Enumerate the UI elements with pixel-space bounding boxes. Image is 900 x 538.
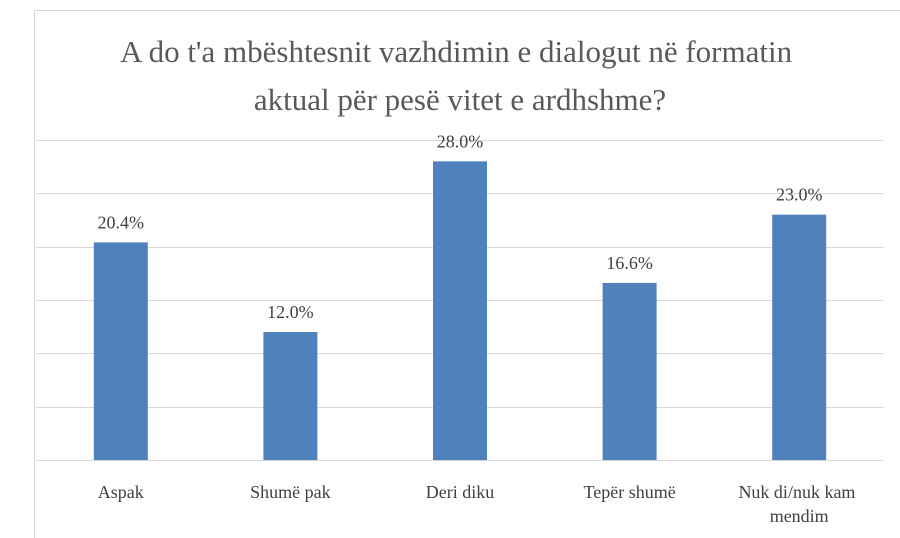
bar xyxy=(602,282,657,460)
bar xyxy=(263,332,318,460)
chart-title: A do t'a mbështesnit vazhdimin e dialogu… xyxy=(120,34,800,117)
bar xyxy=(772,214,827,460)
x-tick-label: Tepër shumë xyxy=(583,482,675,502)
data-label: 12.0% xyxy=(267,302,314,322)
data-label: 23.0% xyxy=(776,185,823,205)
x-tick-label: Nuk di/nuk kam mendim xyxy=(738,482,860,526)
bar xyxy=(433,161,487,461)
data-label: 20.4% xyxy=(98,212,145,232)
x-tick-label: Shumë pak xyxy=(250,482,331,502)
x-tick-label: Aspak xyxy=(98,482,144,502)
data-label: 16.6% xyxy=(606,253,653,273)
bar xyxy=(93,242,148,460)
data-label: 28.0% xyxy=(437,131,484,151)
x-tick-label: Deri diku xyxy=(426,482,494,502)
